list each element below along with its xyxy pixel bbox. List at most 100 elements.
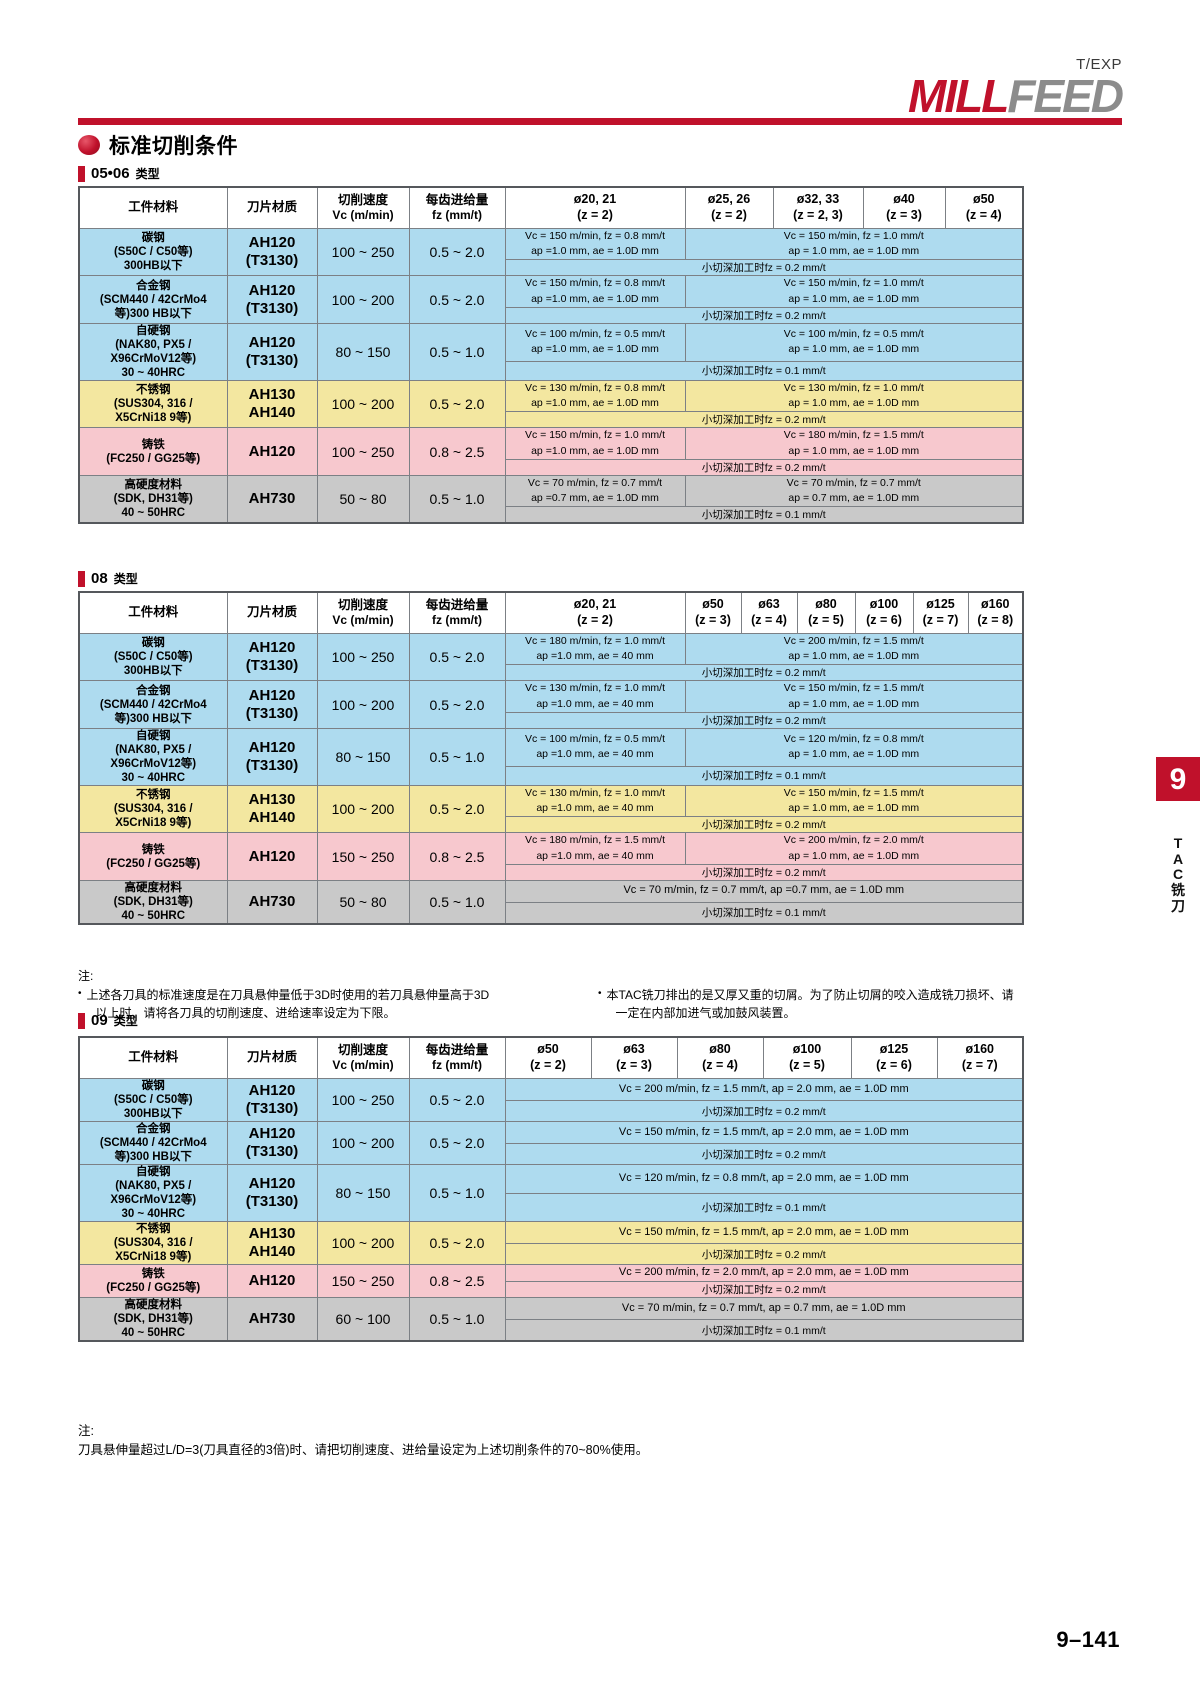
cell-insert-grade-line: AH120 [248,234,296,252]
header-rule [78,118,1122,125]
cell-condition-all-diameters: Vc = 200 m/min, fz = 2.0 mm/t, ap = 2.0 … [504,1264,1024,1283]
condition-line: ap =1.0 mm, ae = 1.0D mm [531,444,659,457]
condition-line: Vc = 70 m/min, fz = 0.7 mm/t [786,476,921,489]
cell-shallow-cut-note: 小切深加工时fz = 0.1 mm/t [504,901,1024,925]
col-dia-4: ø50 (z = 4) [944,186,1024,229]
cell-feed-per-tooth: 0.5 ~ 2.0 [408,784,506,834]
cell-feed-per-tooth: 0.5 ~ 1.0 [408,474,506,524]
cell-feed-per-tooth: 0.5 ~ 2.0 [408,1077,506,1123]
note-bullet-icon: • [598,988,602,999]
col-dia-3: ø40 (z = 3) [862,186,946,229]
cell-insert-grade: AH120 [226,1264,318,1299]
cell-insert-grade: AH120 (T3130) [226,1077,318,1123]
cell-material: 自硬钢 (NAK80, PX5 /X96CrMoV12等) 30 ~ 40HRC [78,322,228,381]
condition-line: Vc = 150 m/min, fz = 1.5 mm/t [783,682,924,695]
condition-line: ap = 1.0 mm, ae = 1.0D mm [788,245,920,258]
section-heading: 标准切削条件 [78,130,238,160]
condition-line: ap =0.7 mm, ae = 1.0D mm [531,492,659,505]
cutting-conditions-table-09: 工件材料 刀片材质 切削速度 Vc (m/min) 每齿进给量 fz (mm/t… [78,1036,1024,1343]
table-row: 碳钢 (S50C / C50等) 300HB以下 AH120 (T3130) 100 ~ … [78,227,1024,277]
cell-cutting-speed: 150 ~ 250 [316,1264,410,1299]
cell-material: 碳钢 (S50C / C50等) 300HB以下 [78,227,228,277]
cell-shallow-cut-note: 小切深加工时fz = 0.2 mm/t [504,1281,1024,1299]
table3-header-row: 工件材料 刀片材质 切削速度 Vc (m/min) 每齿进给量 fz (mm/t… [78,1036,1024,1079]
cell-cutting-speed: 50 ~ 80 [316,474,410,524]
cell-feed-per-tooth: 0.5 ~ 1.0 [408,1164,506,1223]
table-row: 碳钢 (S50C / C50等) 300HB以下 AH120 (T3130) 100 ~ … [78,632,1024,682]
cutting-conditions-table-05-06: 工件材料 刀片材质 切削速度 Vc (m/min) 每齿进给量 fz (mm/t… [78,186,1024,525]
cell-insert-grade: AH120 [226,427,318,476]
material-line: X5CrNi18 9等) [115,1251,192,1264]
col-dia-2: ø80 (z = 4) [676,1036,764,1079]
condition-line: Vc = 130 m/min, fz = 0.8 mm/t [524,381,666,394]
material-line: 铸铁 [141,438,165,451]
cell-insert-grade-line: AH120 [248,442,296,460]
cell-feed-per-tooth: 0.5 ~ 1.0 [408,879,506,925]
cell-material: 碳钢 (S50C / C50等) 300HB以下 [78,1077,228,1123]
cell-condition-all-diameters: Vc = 70 m/min, fz = 0.7 mm/t, ap = 0.7 m… [504,1297,1024,1321]
cell-insert-grade-line: AH120 [248,686,296,704]
cell-insert-grade-line: AH120 [248,847,296,865]
bottom-notes-head: 注: [78,1424,94,1438]
col-dia-1: ø50 (z = 3) [684,591,742,634]
material-line: (SUS304, 316 / [113,1237,193,1250]
condition-line: ap =1.0 mm, ae = 1.0D mm [531,343,659,356]
material-line: 自硬钢 [136,729,171,742]
cell-condition-large-dia: Vc = 70 m/min, fz = 0.7 mm/t ap = 0.7 mm,… [684,474,1024,508]
cell-condition-small-dia: Vc = 150 m/min, fz = 0.8 mm/t ap =1.0 mm,… [504,275,686,308]
material-line: 合金钢 [136,684,171,697]
logo-mill-text: MILL [908,70,1009,122]
cell-feed-per-tooth: 0.5 ~ 1.0 [408,727,506,786]
table3-title-suffix: 类型 [113,1014,138,1028]
table-row-shallow: 小切深加工时fz = 0.1 mm/t [79,1193,1024,1223]
cell-condition-small-dia: Vc = 150 m/min, fz = 1.0 mm/t ap =1.0 mm,… [504,427,686,460]
material-line: 碳钢 [141,637,165,650]
cell-insert-grade-line: AH140 [248,404,296,422]
table-row-shallow: 小切深加工时fz = 0.1 mm/t [79,765,1024,786]
cell-condition-small-dia: Vc = 180 m/min, fz = 1.0 mm/t ap =1.0 mm,… [504,632,686,666]
material-line: X96CrMoV12等) [110,1194,197,1207]
col-insert: 刀片材质 [226,1036,318,1079]
material-line: (SUS304, 316 / [113,398,193,411]
material-line: 30 ~ 40HRC [121,366,186,379]
cell-cutting-speed: 100 ~ 200 [316,680,410,729]
table-row: 不锈钢 (SUS304, 316 /X5CrNi18 9等) AH130 AH140 1… [78,1221,1024,1266]
material-line: (SDK, DH31等) [113,895,193,908]
table-row: 铸铁 (FC250 / GG25等) AH120 150 ~ 250 0.8 ~ 2.5… [78,832,1024,881]
col-insert: 刀片材质 [226,186,318,229]
cell-insert-grade: AH130 AH140 [226,784,318,834]
cell-condition-small-dia: Vc = 130 m/min, fz = 1.0 mm/t ap =1.0 mm,… [504,680,686,713]
cell-condition-large-dia: Vc = 200 m/min, fz = 1.5 mm/t ap = 1.0 mm… [684,632,1024,666]
chapter-tab: 9 [1156,757,1200,801]
table-row-shallow: 小切深加工时fz = 0.2 mm/t [79,306,1024,324]
table-row-shallow: 小切深加工时fz = 0.1 mm/t [79,506,1024,524]
cell-feed-per-tooth: 0.5 ~ 2.0 [408,632,506,682]
condition-line: ap = 1.0 mm, ae = 1.0D mm [788,697,920,710]
condition-line: ap =1.0 mm, ae = 1.0D mm [531,292,659,305]
material-line: (SCM440 / 42CrMo4 [99,293,207,306]
condition-line: Vc = 200 m/min, fz = 2.0 mm/t [783,834,924,847]
cell-insert-grade-line: AH730 [248,892,296,910]
cell-insert-grade-line: AH730 [248,490,296,508]
table1-header-row: 工件材料 刀片材质 切削速度 Vc (m/min) 每齿进给量 fz (mm/t… [78,186,1024,229]
cell-feed-per-tooth: 0.5 ~ 2.0 [408,379,506,429]
cell-shallow-cut-note: 小切深加工时fz = 0.2 mm/t [504,306,1024,324]
material-line: (FC250 / GG25等) [106,1282,201,1295]
cell-insert-grade-line: (T3130) [245,252,299,270]
condition-line: ap =1.0 mm, ae = 1.0D mm [531,397,659,410]
chapter-number: 9 [1169,763,1187,796]
col-material: 工件材料 [78,1036,228,1079]
col-speed: 切削速度 Vc (m/min) [316,186,410,229]
cell-insert-grade-line: AH730 [248,1310,296,1328]
material-line: 合金钢 [136,1123,171,1136]
table-row: 合金钢 (SCM440 / 42CrMo4 等)300 HB以下 AH120 (T313… [78,680,1024,729]
cell-condition-all-diameters: Vc = 200 m/min, fz = 1.5 mm/t, ap = 2.0 … [504,1077,1024,1102]
cell-insert-grade: AH120 [226,832,318,881]
mid-note-right-line2: 一定在内部加进气或加鼓风装置。 [615,1006,796,1020]
material-line: (SDK, DH31等) [113,493,193,506]
material-line: 自硬钢 [136,324,171,337]
cell-material: 合金钢 (SCM440 / 42CrMo4 等)300 HB以下 [78,680,228,729]
col-dia-6: ø160 (z = 8) [967,591,1024,634]
cell-material: 不锈钢 (SUS304, 316 /X5CrNi18 9等) [78,1221,228,1266]
table-row-shallow: 小切深加工时fz = 0.2 mm/t [79,1100,1024,1123]
